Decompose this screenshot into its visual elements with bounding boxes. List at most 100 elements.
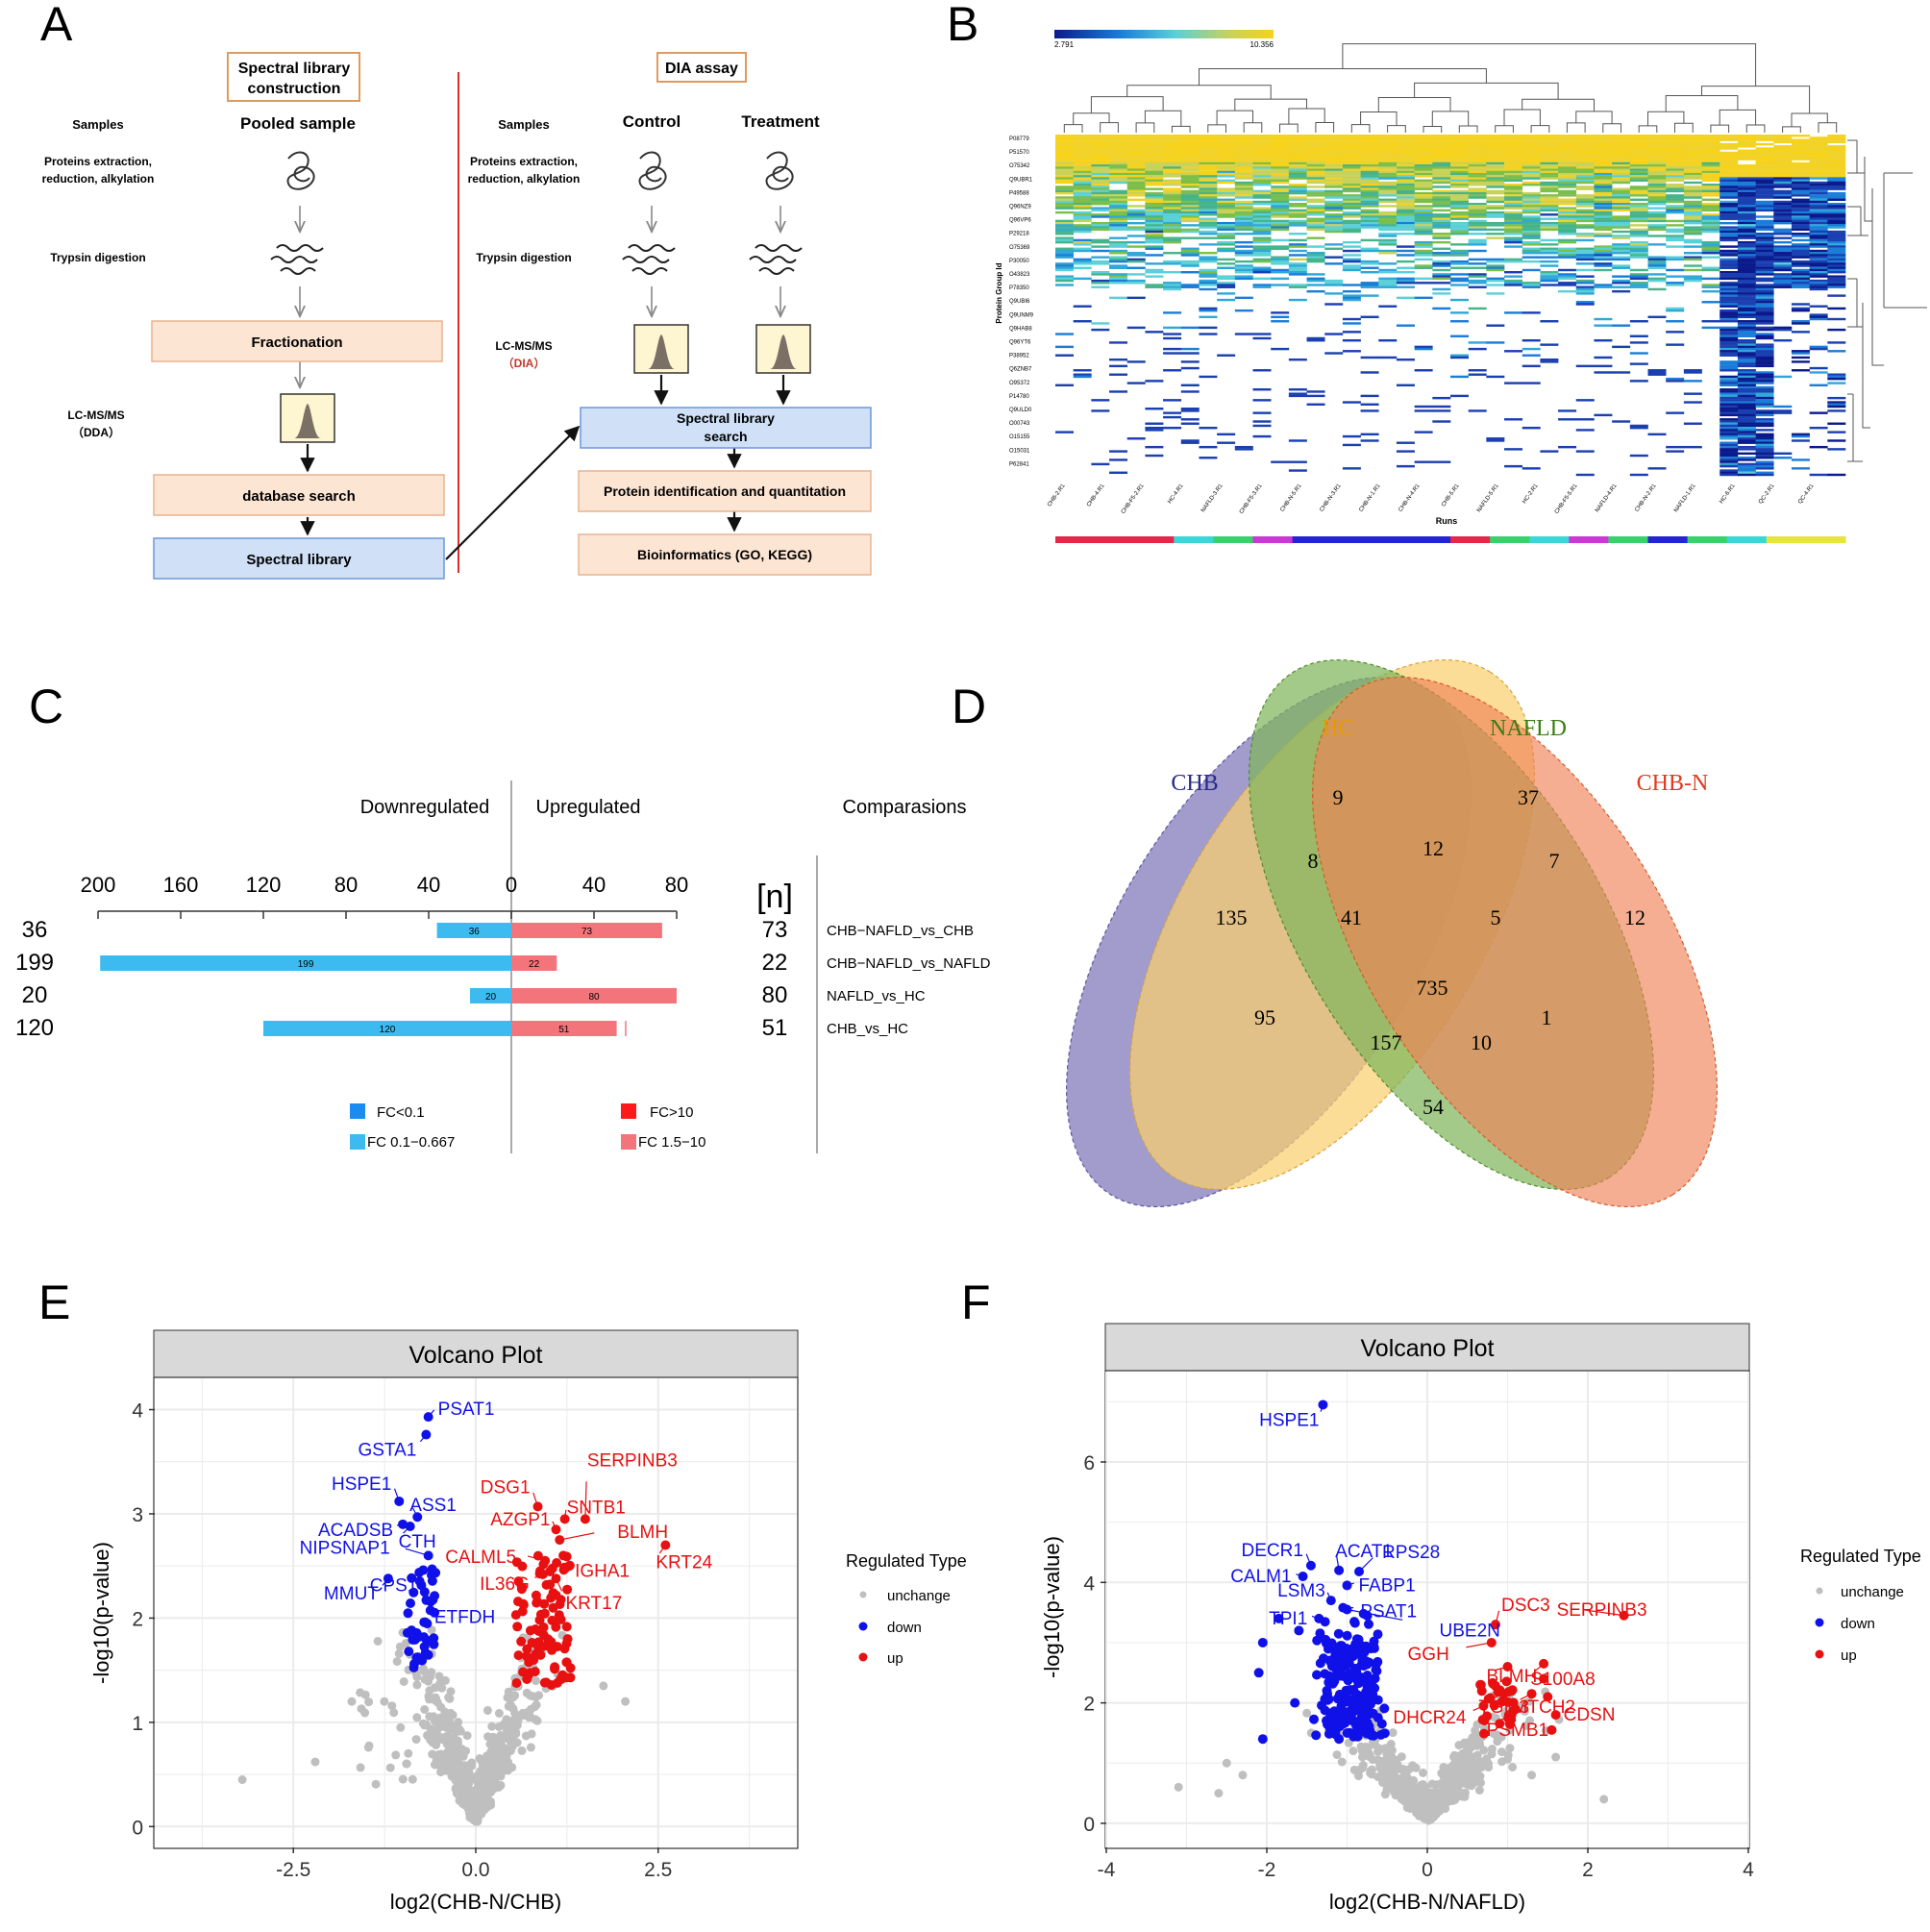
heatmap-cell xyxy=(1234,164,1253,167)
heatmap-cell xyxy=(1504,194,1523,197)
heatmap-cell xyxy=(1432,170,1451,174)
heatmap-cell xyxy=(1180,228,1200,232)
heatmap-cell xyxy=(1791,238,1810,242)
point-unchange xyxy=(1418,1802,1427,1812)
heatmap-cell xyxy=(1701,240,1720,244)
heatmap-cell xyxy=(1234,166,1253,169)
group-bar-segment xyxy=(1134,536,1175,543)
heatmap-cell xyxy=(1271,156,1290,159)
heatmap-cell xyxy=(1450,249,1469,253)
heatmap-cell xyxy=(1306,153,1325,157)
gene-label: DSC3 xyxy=(1501,1596,1550,1616)
heatmap-cell xyxy=(1575,205,1595,208)
point-unchange xyxy=(429,1712,438,1721)
heatmap-cell xyxy=(1629,282,1648,285)
spectral-library-box xyxy=(153,537,445,580)
heatmap-cell xyxy=(1234,151,1253,155)
heatmap-cell xyxy=(1271,245,1290,248)
heatmap-cell xyxy=(1720,273,1739,276)
heatmap-row-ids: P08779P51570O75342Q9UBR1P49588Q96NZ9Q96V… xyxy=(1009,136,1034,467)
heatmap-cell xyxy=(1126,360,1146,363)
heatmap-cell xyxy=(1827,317,1846,321)
heatmap-cell xyxy=(1126,282,1146,285)
heatmap-cell xyxy=(1199,309,1218,312)
heatmap-cell xyxy=(1217,236,1236,239)
heatmap-cell xyxy=(1486,149,1505,152)
heatmap-cell xyxy=(1720,301,1739,304)
heatmap-cell xyxy=(1755,388,1774,391)
heatmap-cell xyxy=(1306,198,1325,201)
heatmap-cell xyxy=(1629,158,1648,161)
heatmap-cell xyxy=(1163,205,1182,208)
heatmap-cell xyxy=(1558,289,1577,293)
heatmap-cell xyxy=(1217,433,1236,436)
heatmap-cell xyxy=(1575,301,1595,304)
heatmap-cell xyxy=(1468,279,1487,283)
heatmap-cell xyxy=(1450,186,1469,188)
heatmap-cell xyxy=(1612,147,1631,150)
heatmap-cell xyxy=(1145,230,1164,234)
heatmap-cell xyxy=(1234,187,1253,190)
heatmap-cell xyxy=(1450,298,1469,302)
heatmap-cell xyxy=(1791,158,1810,161)
point-unchange xyxy=(526,1743,535,1752)
heatmap-cell xyxy=(1468,175,1487,178)
point-up xyxy=(1489,1700,1499,1711)
heatmap-cell xyxy=(1594,158,1613,161)
heatmap-cell xyxy=(1629,211,1648,214)
heatmap-cell xyxy=(1666,411,1685,414)
heatmap-cell xyxy=(1199,151,1218,155)
heatmap-cell xyxy=(1450,191,1469,195)
heatmap-cell xyxy=(1432,205,1451,208)
heatmap-cell xyxy=(1109,258,1128,261)
row-id-label: O43823 xyxy=(1009,272,1030,278)
heatmap-cell xyxy=(1055,254,1074,257)
row-id-label: Q9UBI6 xyxy=(1009,299,1030,305)
heatmap-cell xyxy=(1827,275,1846,278)
heatmap-cell xyxy=(1324,140,1344,144)
volcano-f-points xyxy=(1174,1399,1629,1825)
heatmap-cell xyxy=(1234,445,1253,449)
heatmap-cell xyxy=(1163,153,1182,157)
label-leader xyxy=(562,1554,571,1563)
heatmap-cell xyxy=(1126,181,1146,185)
heatmap-cell xyxy=(1145,236,1164,239)
heatmap-cell xyxy=(1163,285,1182,288)
heatmap-cell xyxy=(1217,179,1236,183)
heatmap-cell xyxy=(1306,390,1325,393)
heatmap-cell xyxy=(1720,360,1739,363)
point-unchange xyxy=(425,1686,434,1696)
heatmap-cell xyxy=(1612,221,1631,225)
heatmap-cell xyxy=(1720,369,1739,372)
heatmap-cell xyxy=(1180,247,1200,251)
heatmap-cell xyxy=(1199,287,1218,291)
heatmap-cell xyxy=(1091,194,1110,197)
heatmap-cell xyxy=(1522,426,1541,430)
heatmap-cell xyxy=(1683,207,1702,210)
heatmap-cell xyxy=(1324,205,1344,208)
heatmap-cell xyxy=(1252,277,1272,281)
heatmap-cell xyxy=(1720,213,1739,216)
database-search-box xyxy=(153,474,445,516)
heatmap-cell xyxy=(1055,168,1074,171)
heatmap-cell xyxy=(1342,228,1361,232)
heatmap-cell xyxy=(1342,205,1361,208)
point-down xyxy=(1367,1697,1377,1707)
point-unchange xyxy=(1503,1754,1512,1764)
heatmap-cell xyxy=(1594,175,1613,178)
heatmap-cell xyxy=(1180,142,1200,146)
heatmap-cell xyxy=(1163,260,1182,263)
heatmap-cell xyxy=(1396,170,1415,174)
point-unchange xyxy=(482,1773,492,1783)
heatmap-cell xyxy=(1288,439,1307,442)
heatmap-cell xyxy=(1450,284,1469,286)
heatmap-cell xyxy=(1827,138,1846,141)
point-unchange xyxy=(507,1763,517,1772)
heatmap-cell xyxy=(1091,226,1110,229)
heatmap-cell xyxy=(1809,224,1828,227)
heatmap-cell xyxy=(1396,217,1415,220)
heatmap-cell xyxy=(1522,256,1541,259)
heatmap-cell xyxy=(1055,149,1074,152)
heatmap-cell xyxy=(1827,256,1846,259)
heatmap-cell xyxy=(1342,322,1361,325)
